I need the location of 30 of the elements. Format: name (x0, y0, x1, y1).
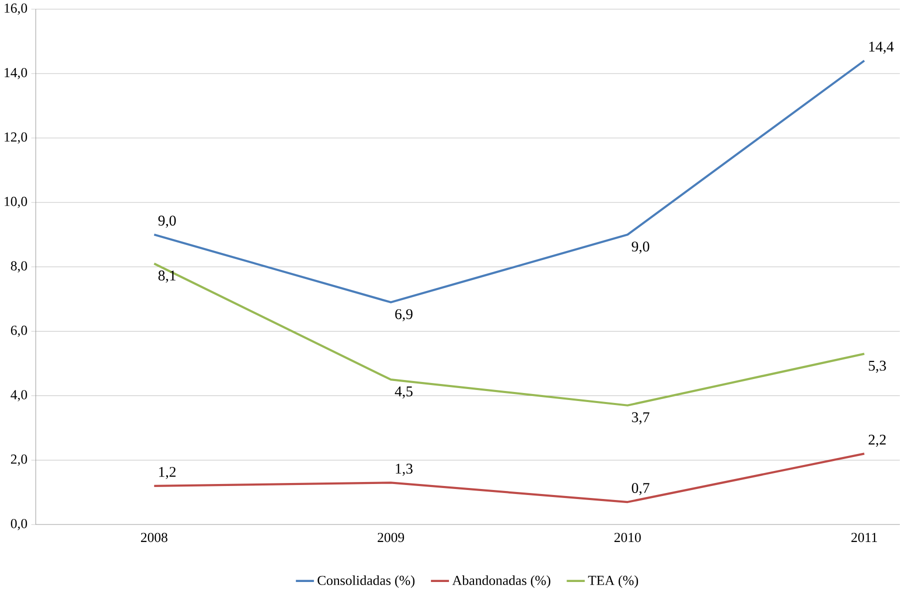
x-tick-label: 2011 (851, 532, 877, 542)
y-tick-label: 10,0 (4, 196, 28, 208)
line-series (153, 262, 866, 407)
line-series (153, 452, 866, 504)
x-tick-label: 2008 (141, 532, 168, 542)
legend-label: TEA (%) (588, 576, 638, 588)
y-tick-label: 16,0 (4, 4, 28, 15)
text: 2,2 (868, 434, 886, 447)
x-tick-label: 2009 (378, 532, 404, 542)
text: 1,3 (396, 464, 413, 476)
legend-label: Abandonadas (%) (452, 576, 550, 588)
text: 5,3 (868, 360, 886, 373)
y-tick-label: 2,0 (10, 454, 28, 466)
text: 8,1 (158, 270, 176, 283)
y-tick-label: 0,0 (10, 519, 28, 530)
y-tick-label: 12,0 (4, 132, 28, 144)
x-tick-label: 2010 (614, 532, 641, 542)
text: 9,0 (158, 216, 176, 228)
text: 4,5 (394, 386, 413, 399)
y-tick-label: 14,0 (4, 68, 28, 80)
y-tick-label: 4,0 (10, 390, 28, 402)
text: 14,4 (869, 42, 894, 54)
text: 3,7 (632, 412, 650, 424)
y-tick-label: 8,0 (10, 261, 28, 273)
y-tick-label: 6,0 (10, 326, 28, 338)
text: 1,2 (159, 467, 176, 480)
legend-label: Consolidadas (%) (318, 576, 414, 588)
text: 6,9 (395, 309, 412, 322)
text: 0,7 (632, 483, 650, 496)
text: 9,0 (632, 242, 650, 254)
